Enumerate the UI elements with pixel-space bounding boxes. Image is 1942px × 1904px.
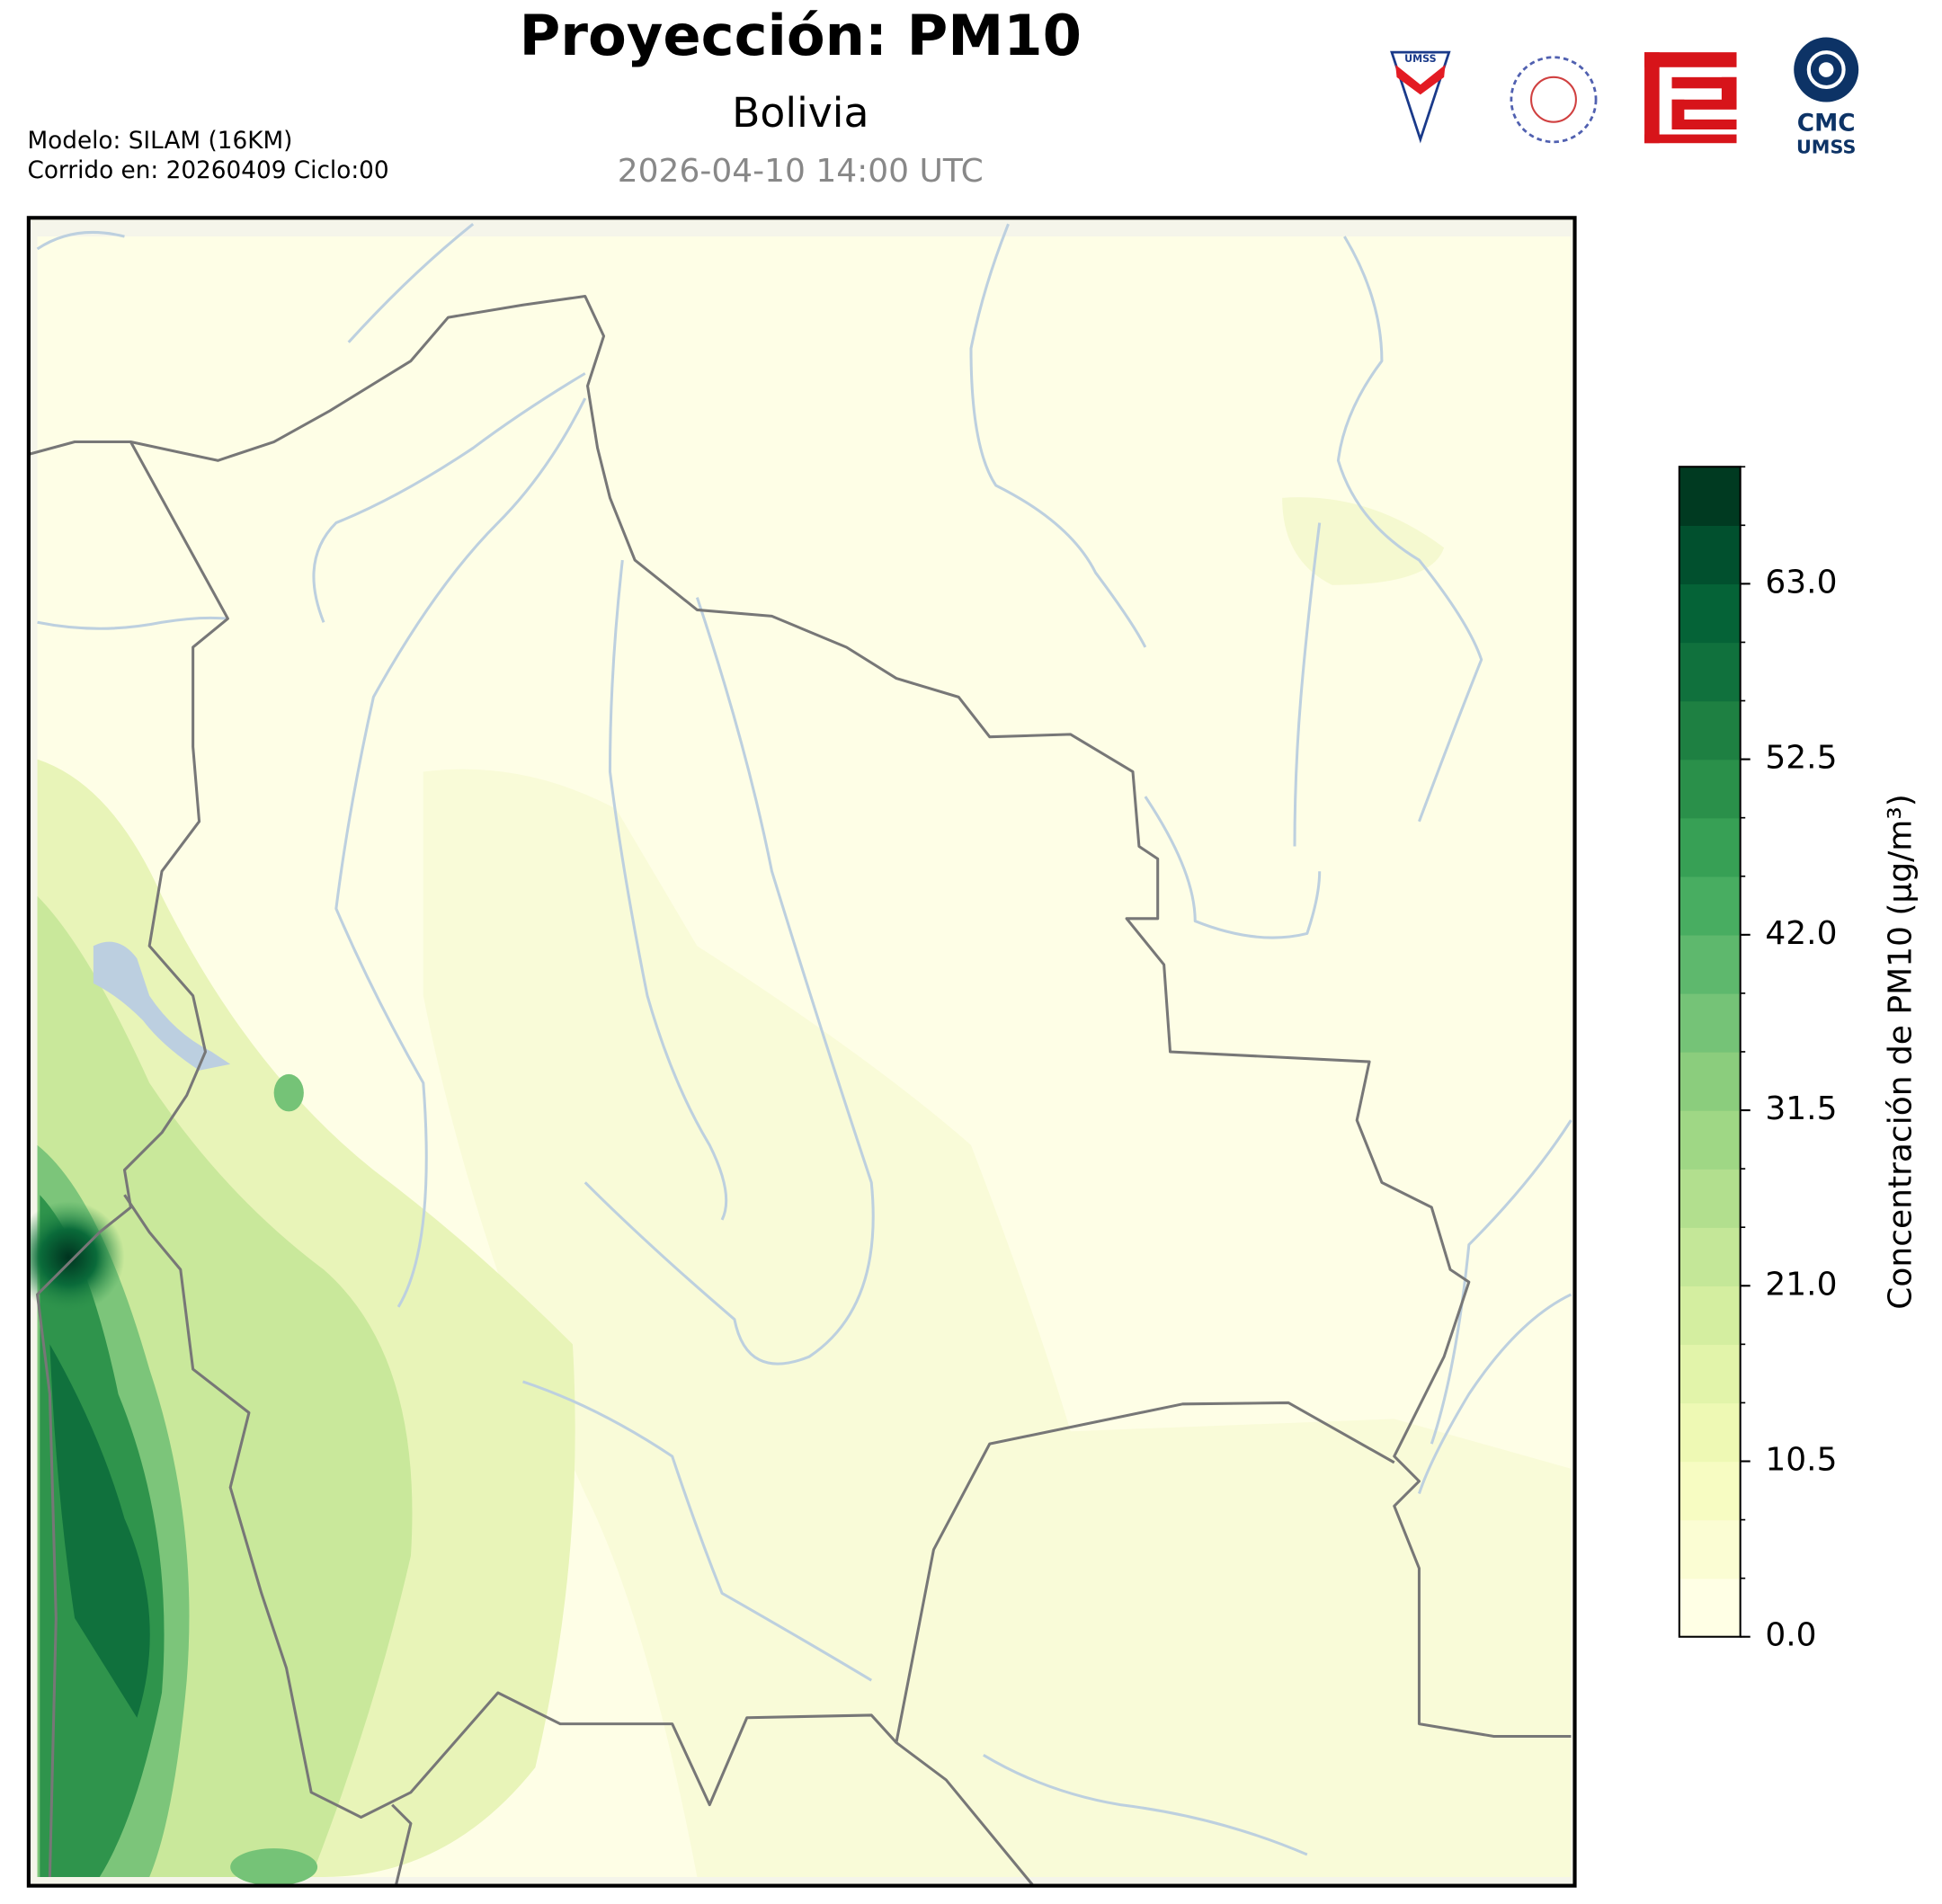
tick-label: 31.5 [1765,1090,1837,1127]
logo-text: CMC [1797,110,1856,137]
tick-label: 10.5 [1765,1442,1837,1479]
colorbar-band [1679,934,1741,994]
colorbar-band [1679,1110,1741,1170]
colorbar-band [1679,1051,1741,1111]
run-info: Corrido en: 20260409 Ciclo:00 [27,157,388,184]
colorbar-band [1679,1402,1741,1463]
map-frame [26,216,1577,1888]
colorbar-band [1679,1461,1741,1521]
colorbar-band [1679,525,1741,585]
colorbar-band [1679,1227,1741,1286]
tick-label: 52.5 [1765,740,1837,777]
colorbar-band [1679,876,1741,936]
tick-label: 42.0 [1765,915,1837,952]
colorbar-band [1679,467,1741,526]
tick-label: 21.0 [1765,1266,1837,1303]
colorbar-band [1679,1578,1741,1638]
colorbar-band [1679,759,1741,819]
subtitle: Bolivia [732,89,869,137]
date: 2026-04-10 14:00 UTC [618,153,984,190]
colorbar-band [1679,642,1741,702]
logos: UMSS CMC UMSS [1390,37,1859,157]
colorbar-band [1679,1519,1741,1579]
colorbar-band [1679,817,1741,877]
colorbar: 0.0 10.5 21.0 31.5 42.0 52.5 63.0 [1678,466,1837,1654]
colorbar-band [1679,700,1741,761]
colorbar-band [1679,1286,1741,1346]
model-info: Modelo: SILAM (16KM) [27,128,292,155]
tick-label: 63.0 [1765,564,1837,601]
colorbar-band [1679,583,1741,644]
tick-label: 0.0 [1765,1617,1816,1654]
colorbar-label: Concentración de PM10 (µg/m³) [1882,794,1919,1309]
logo-text: UMSS [1796,136,1856,157]
colorbar-band [1679,1169,1741,1228]
title: Proyección: PM10 [520,3,1082,68]
logo-text: UMSS [1404,53,1436,65]
map [28,218,1575,1886]
colorbar-frame [1678,466,1742,1638]
colorbar-band [1679,1344,1741,1404]
colorbar-band [1679,992,1741,1053]
